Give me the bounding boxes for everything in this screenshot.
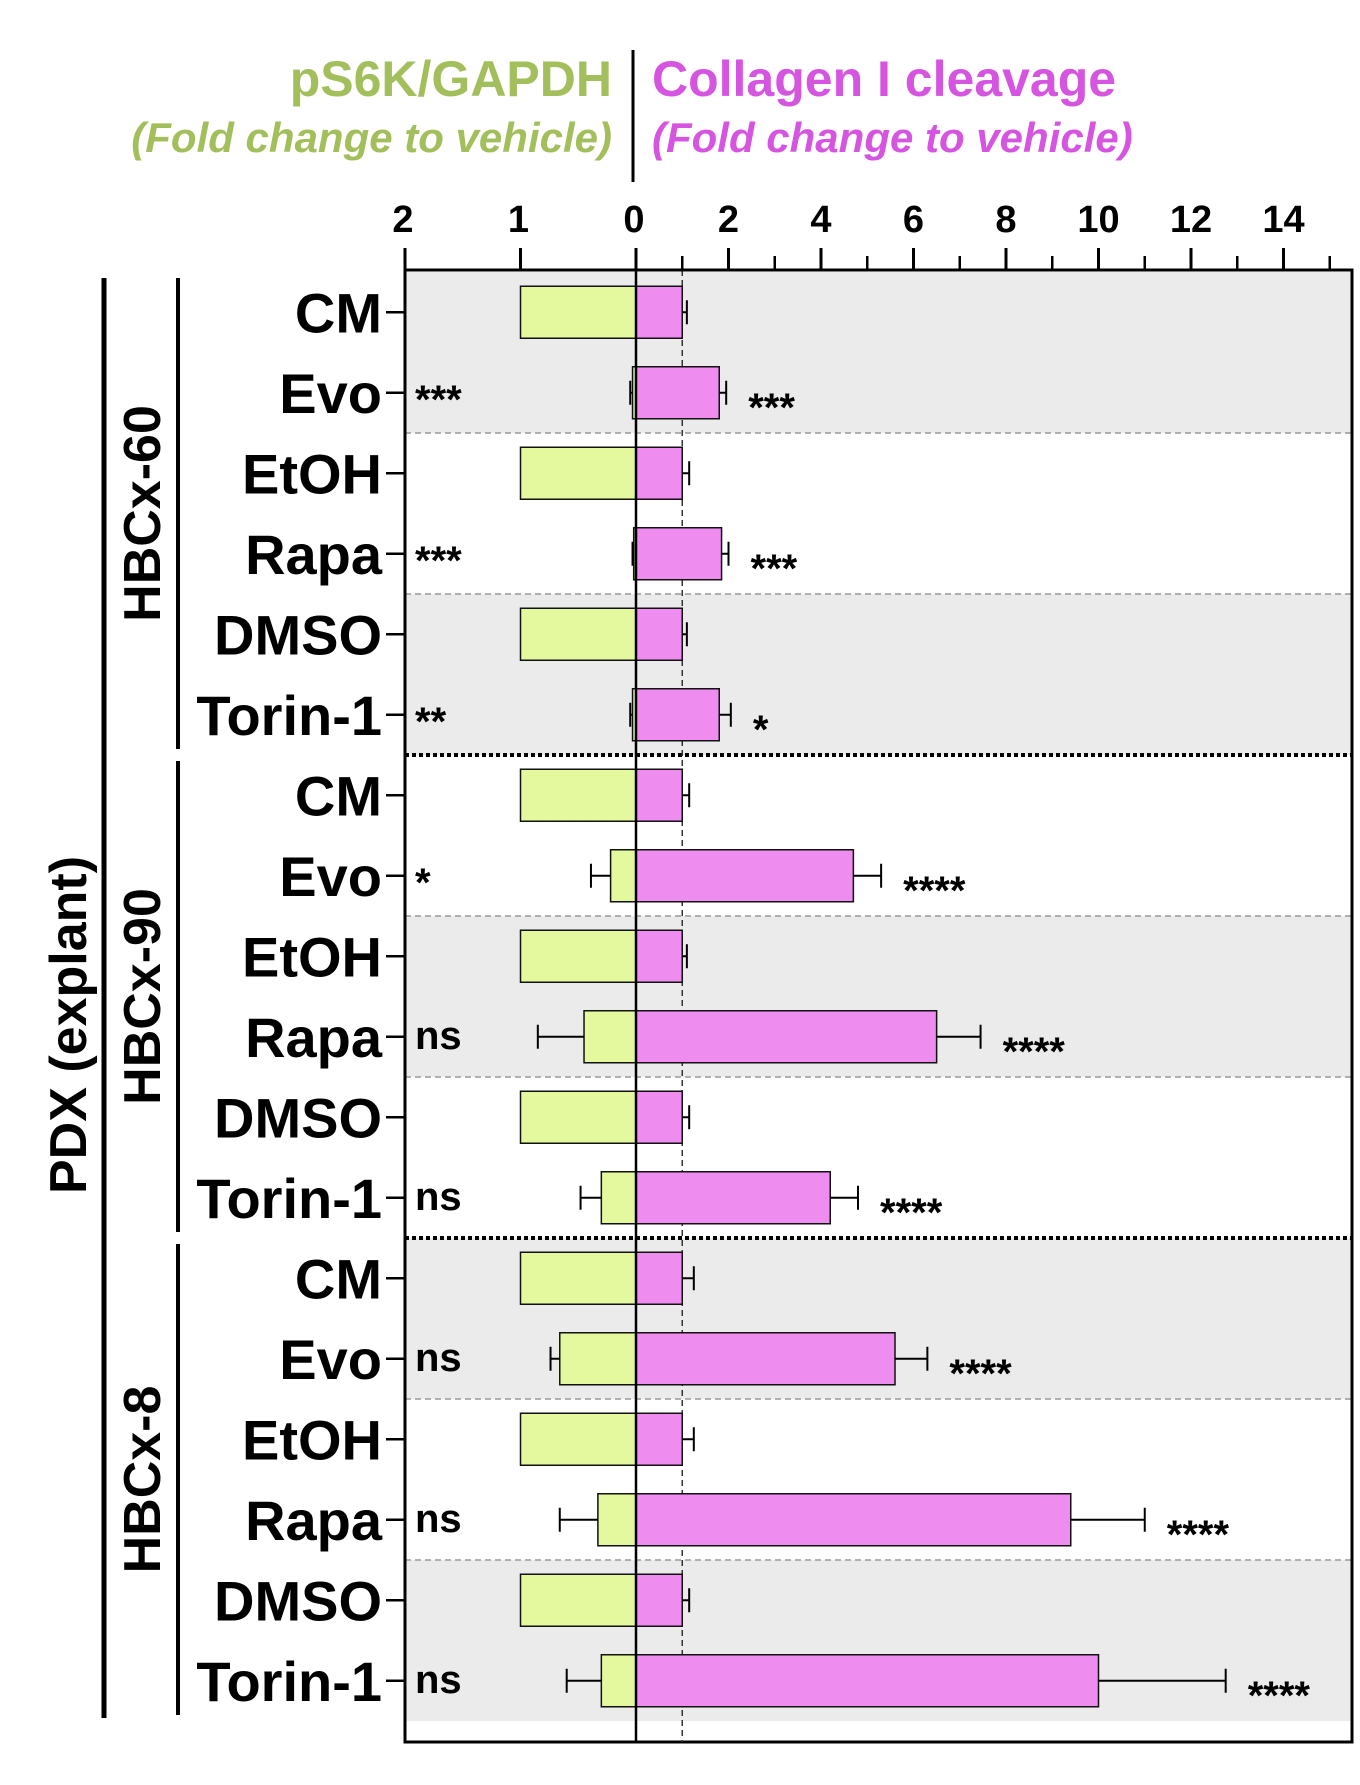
row-label: CM bbox=[295, 764, 382, 827]
collagen-bar bbox=[635, 849, 855, 903]
pS6K-significance: *** bbox=[415, 378, 462, 422]
row-label: CM bbox=[295, 1247, 382, 1310]
left-axis-tick-label: 0 bbox=[623, 199, 644, 241]
row-label: EtOH bbox=[242, 442, 382, 505]
right-axis-tick-label: 14 bbox=[1262, 199, 1304, 241]
pS6K-bar bbox=[583, 1010, 637, 1064]
pS6K-bar bbox=[519, 285, 637, 339]
collagen-bar bbox=[635, 527, 723, 581]
right-axis-tick-label: 12 bbox=[1170, 199, 1212, 241]
right-axis-tick-label: 8 bbox=[995, 199, 1016, 241]
row-label: Torin-1 bbox=[196, 1650, 382, 1713]
left-axis-tick-label: 2 bbox=[392, 199, 413, 241]
collagen-bar bbox=[635, 1412, 683, 1466]
collagen-bar bbox=[635, 688, 720, 742]
pS6K-bar bbox=[519, 1251, 637, 1305]
row-label: Evo bbox=[279, 1328, 382, 1391]
collagen-bar bbox=[635, 607, 683, 661]
pS6K-bar bbox=[559, 1332, 637, 1386]
row-label: Rapa bbox=[245, 1006, 383, 1069]
pS6K-significance: ns bbox=[415, 1336, 462, 1380]
collagen-significance: **** bbox=[1248, 1674, 1311, 1718]
right-axis-tick-label: 6 bbox=[903, 199, 924, 241]
collagen-significance: *** bbox=[748, 386, 795, 430]
pS6K-significance: *** bbox=[415, 539, 462, 583]
row-label: EtOH bbox=[242, 1408, 382, 1471]
pS6K-significance: ns bbox=[415, 1497, 462, 1541]
collagen-significance: **** bbox=[1003, 1030, 1066, 1074]
group-label: HBCx-90 bbox=[114, 888, 172, 1105]
collagen-bar bbox=[635, 1171, 831, 1225]
row-label: Evo bbox=[279, 845, 382, 908]
pS6K-bar bbox=[519, 768, 637, 822]
row-label: DMSO bbox=[214, 1569, 382, 1632]
pS6K-bar bbox=[519, 1412, 637, 1466]
pS6K-bar bbox=[519, 446, 637, 500]
collagen-significance: **** bbox=[1167, 1513, 1230, 1557]
group-label: HBCx-8 bbox=[114, 1386, 172, 1574]
pS6K-bar bbox=[600, 1171, 637, 1225]
row-label: Rapa bbox=[245, 1489, 383, 1552]
pS6K-significance: ns bbox=[415, 1175, 462, 1219]
pS6K-bar bbox=[519, 1573, 637, 1627]
collagen-bar bbox=[635, 929, 683, 983]
collagen-significance: **** bbox=[949, 1352, 1012, 1396]
right-axis-tick-label: 10 bbox=[1077, 199, 1119, 241]
right-axis-subtitle: (Fold change to vehicle) bbox=[652, 114, 1133, 161]
right-axis-tick-label: 4 bbox=[810, 199, 831, 241]
pS6K-bar bbox=[597, 1493, 637, 1547]
pS6K-significance: * bbox=[415, 861, 431, 905]
collagen-bar bbox=[635, 1654, 1100, 1708]
row-label: DMSO bbox=[214, 1086, 382, 1149]
row-label: EtOH bbox=[242, 925, 382, 988]
pS6K-significance: ns bbox=[415, 1014, 462, 1058]
collagen-bar bbox=[635, 446, 683, 500]
left-axis-subtitle: (Fold change to vehicle) bbox=[131, 114, 612, 161]
left-axis-title: pS6K/GAPDH bbox=[290, 51, 612, 107]
collagen-bar bbox=[635, 1493, 1072, 1547]
right-axis-title: Collagen I cleavage bbox=[652, 51, 1116, 107]
row-label: CM bbox=[295, 281, 382, 344]
collagen-bar bbox=[635, 1010, 938, 1064]
pS6K-significance: ** bbox=[415, 700, 447, 744]
collagen-bar bbox=[635, 1251, 683, 1305]
row-label: Rapa bbox=[245, 523, 383, 586]
collagen-bar bbox=[635, 1332, 896, 1386]
pS6K-bar bbox=[609, 849, 637, 903]
collagen-significance: *** bbox=[751, 547, 798, 591]
collagen-bar bbox=[635, 1573, 683, 1627]
pS6K-bar bbox=[519, 607, 637, 661]
pS6K-bar bbox=[519, 1090, 637, 1144]
row-label: Evo bbox=[279, 362, 382, 425]
left-axis-tick-label: 1 bbox=[508, 199, 529, 241]
row-label: Torin-1 bbox=[196, 684, 382, 747]
row-label: Torin-1 bbox=[196, 1167, 382, 1230]
collagen-bar bbox=[635, 366, 720, 420]
pS6K-significance: ns bbox=[415, 1658, 462, 1702]
collagen-significance: * bbox=[753, 708, 769, 752]
outer-label: PDX (explant) bbox=[40, 856, 98, 1194]
collagen-significance: **** bbox=[903, 869, 966, 913]
pS6K-bar bbox=[519, 929, 637, 983]
collagen-bar bbox=[635, 1090, 683, 1144]
pS6K-bar bbox=[600, 1654, 637, 1708]
row-label: DMSO bbox=[214, 603, 382, 666]
group-label: HBCx-60 bbox=[114, 405, 172, 622]
collagen-significance: **** bbox=[880, 1191, 943, 1235]
right-axis-tick-label: 2 bbox=[718, 199, 739, 241]
collagen-bar bbox=[635, 285, 683, 339]
collagen-bar bbox=[635, 768, 683, 822]
